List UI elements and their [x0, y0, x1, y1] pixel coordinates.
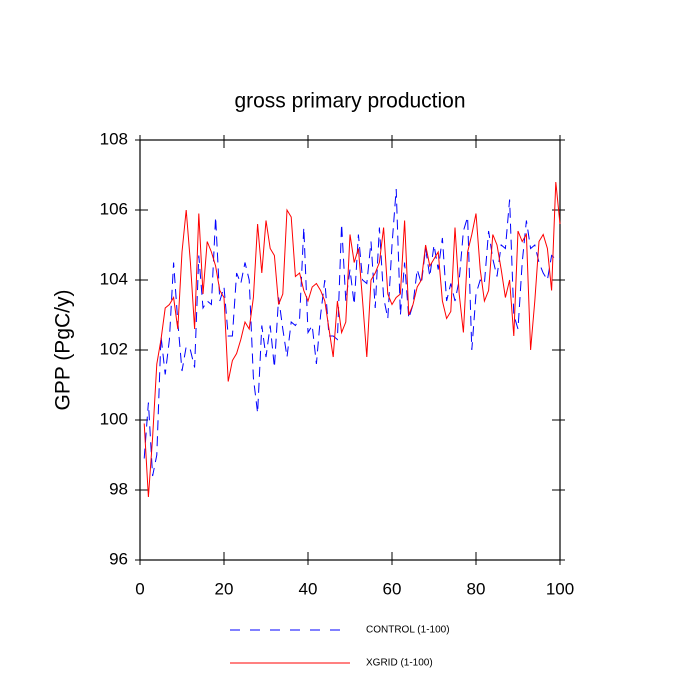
legend-label: CONTROL (1-100) [366, 625, 450, 636]
x-tick-label: 40 [299, 579, 318, 598]
y-tick-label: 104 [100, 269, 128, 288]
x-tick-label: 80 [467, 579, 486, 598]
x-tick-label: 20 [215, 579, 234, 598]
data-line [143, 188, 560, 477]
y-axis-label: GPP (PgC/y) [52, 290, 75, 411]
y-tick-label: 96 [109, 549, 128, 568]
x-tick-label: 0 [135, 579, 144, 598]
y-tick-label: 98 [109, 479, 128, 498]
x-tick-label: 60 [383, 579, 402, 598]
chart-title: gross primary production [234, 90, 465, 113]
data-line [143, 181, 561, 498]
y-tick-label: 102 [100, 339, 128, 358]
y-tick-label: 108 [100, 129, 128, 148]
y-tick-label: 106 [100, 199, 128, 218]
plot-frame [139, 139, 561, 561]
legend-label: XGRID (1-100) [366, 658, 433, 669]
y-tick-label: 100 [100, 409, 128, 428]
x-tick-label: 100 [546, 579, 574, 598]
